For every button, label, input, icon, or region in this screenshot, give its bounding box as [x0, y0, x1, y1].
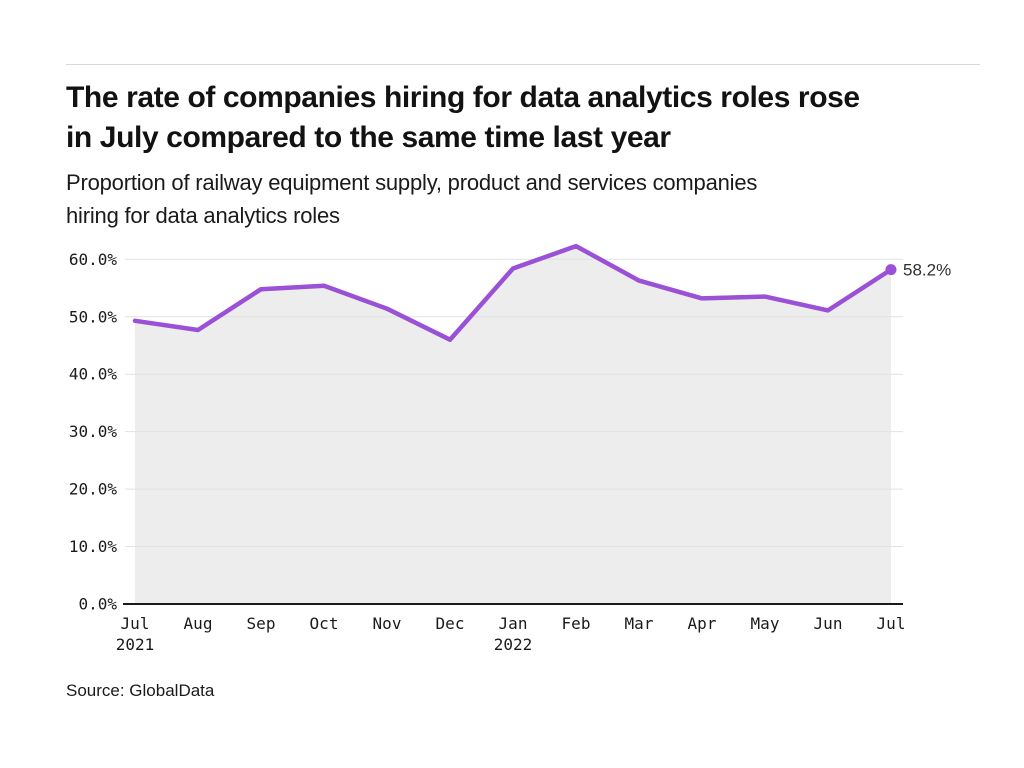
end-point-dot — [885, 264, 897, 276]
y-axis-label: 20.0% — [69, 480, 118, 499]
y-axis-label: 10.0% — [69, 537, 118, 556]
top-divider — [66, 64, 980, 65]
x-axis-label: Nov — [373, 614, 402, 633]
chart-subtitle: Proportion of railway equipment supply, … — [66, 170, 758, 228]
y-axis-label: 60.0% — [69, 250, 118, 269]
x-axis-label: Jul — [877, 614, 906, 633]
y-axis-label: 30.0% — [69, 422, 118, 441]
x-axis-label: Feb — [562, 614, 591, 633]
source-note: Source: GlobalData — [66, 681, 215, 700]
chart-title: The rate of companies hiring for data an… — [66, 81, 860, 154]
x-axis-label: Aug — [184, 614, 213, 633]
y-axis-label: 40.0% — [69, 365, 118, 384]
x-axis-label: Jan — [499, 614, 528, 633]
x-axis-label: Mar — [625, 614, 654, 633]
x-axis-label: Oct — [310, 614, 339, 633]
x-axis-label: Sep — [247, 614, 276, 633]
y-axis-label: 50.0% — [69, 307, 118, 326]
end-point-label: 58.2% — [903, 261, 951, 280]
x-axis-year-label: 2022 — [494, 635, 533, 654]
x-axis-label: Jul — [121, 614, 150, 633]
x-axis-label: Apr — [688, 614, 717, 633]
x-axis-label: May — [751, 614, 780, 633]
series-area — [135, 246, 891, 604]
y-axis-label: 0.0% — [78, 595, 117, 614]
x-axis-label: Dec — [436, 614, 465, 633]
x-axis-year-label: 2021 — [116, 635, 155, 654]
x-axis-label: Jun — [814, 614, 843, 633]
series-line — [132, 243, 894, 342]
